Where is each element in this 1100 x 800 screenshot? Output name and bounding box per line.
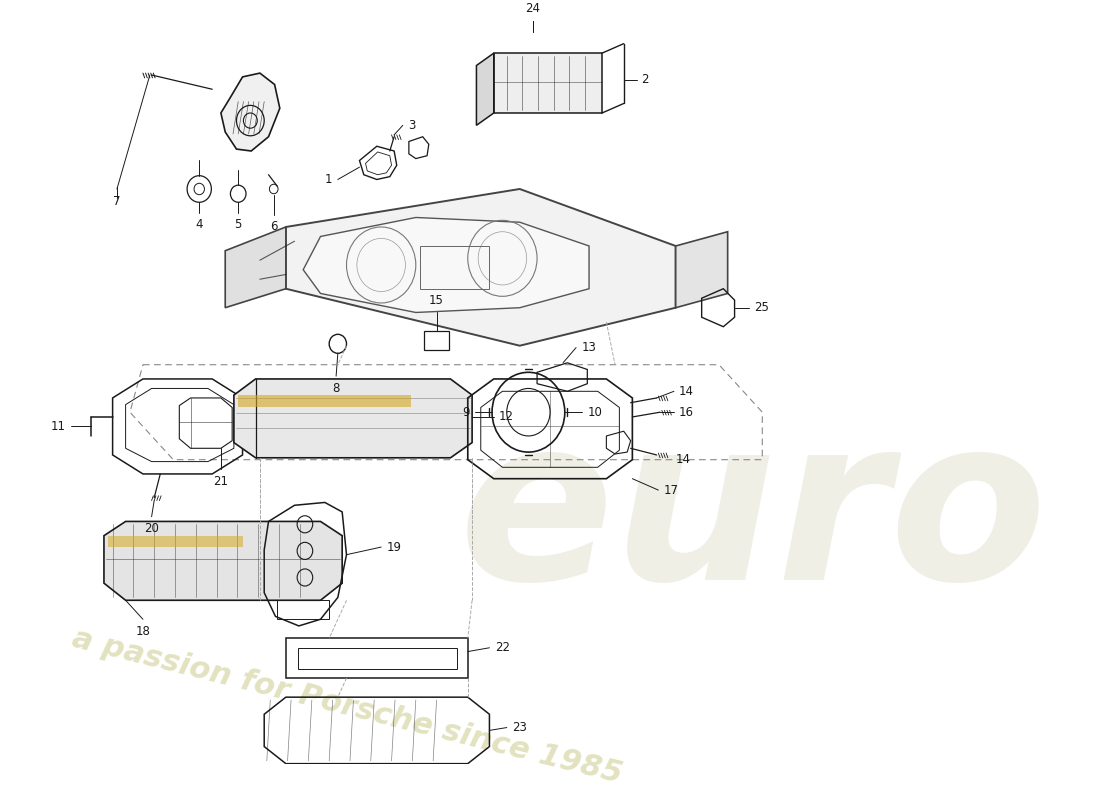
Text: 21: 21 xyxy=(213,475,229,488)
Text: 13: 13 xyxy=(581,341,596,354)
Bar xyxy=(420,246,490,289)
Polygon shape xyxy=(675,232,728,308)
Text: 24: 24 xyxy=(525,2,540,15)
Text: 4: 4 xyxy=(196,218,204,231)
Polygon shape xyxy=(226,227,286,308)
Text: 14: 14 xyxy=(675,453,691,466)
Polygon shape xyxy=(221,73,279,151)
Text: 23: 23 xyxy=(512,721,527,734)
Text: 10: 10 xyxy=(587,406,602,418)
Text: 1: 1 xyxy=(326,173,332,186)
Text: 8: 8 xyxy=(332,382,340,395)
Text: 9: 9 xyxy=(462,406,470,418)
Text: 22: 22 xyxy=(495,642,509,654)
Text: 2: 2 xyxy=(641,74,649,86)
Bar xyxy=(298,648,456,669)
Bar xyxy=(277,600,329,619)
Text: 12: 12 xyxy=(499,410,514,423)
Text: 11: 11 xyxy=(51,420,66,433)
Text: a passion for Porsche since 1985: a passion for Porsche since 1985 xyxy=(69,624,626,790)
Text: euro: euro xyxy=(459,406,1048,628)
Polygon shape xyxy=(304,218,590,313)
Bar xyxy=(239,395,411,406)
Text: 17: 17 xyxy=(663,483,679,497)
Bar xyxy=(425,331,449,350)
Bar xyxy=(108,536,242,547)
Text: 3: 3 xyxy=(408,119,416,132)
Text: 5: 5 xyxy=(234,218,242,231)
Polygon shape xyxy=(476,53,494,126)
Polygon shape xyxy=(494,53,602,113)
Text: 14: 14 xyxy=(679,385,694,398)
Polygon shape xyxy=(286,189,675,346)
Polygon shape xyxy=(103,522,342,600)
Text: 6: 6 xyxy=(270,220,277,234)
Text: 16: 16 xyxy=(679,406,694,418)
Text: 15: 15 xyxy=(429,294,444,306)
Polygon shape xyxy=(234,379,472,458)
Text: 18: 18 xyxy=(135,625,151,638)
Bar xyxy=(286,638,468,678)
Text: 25: 25 xyxy=(755,302,769,314)
Text: 7: 7 xyxy=(113,194,121,208)
Text: 19: 19 xyxy=(386,541,402,554)
Text: 20: 20 xyxy=(144,522,159,535)
